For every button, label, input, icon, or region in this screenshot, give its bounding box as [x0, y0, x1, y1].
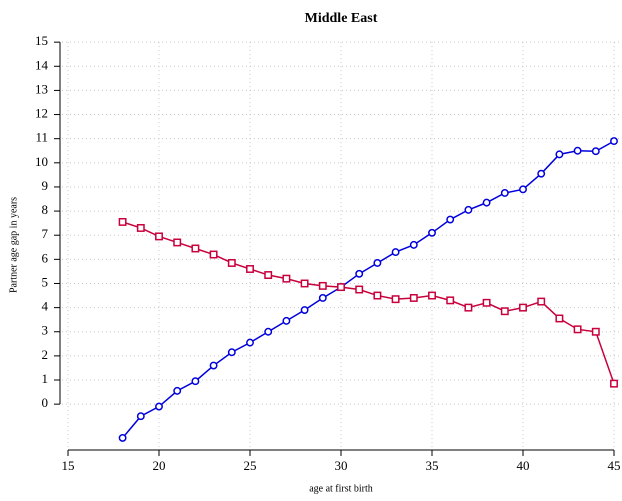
marker	[446, 296, 455, 305]
marker	[355, 285, 364, 294]
x-tick-label: 30	[335, 458, 348, 473]
y-tick-label: 6	[42, 250, 49, 265]
marker	[482, 198, 491, 207]
marker	[537, 169, 546, 178]
marker	[573, 146, 582, 155]
chart-title: Middle East	[305, 11, 378, 26]
y-tick-label: 15	[35, 33, 48, 48]
marker	[428, 228, 436, 237]
y-tick-label: 4	[42, 299, 49, 314]
marker	[227, 259, 236, 267]
y-tick-label: 13	[35, 81, 48, 96]
x-tick-label: 45	[608, 458, 621, 473]
marker	[136, 224, 145, 232]
x-axis-label: age at first birth	[309, 483, 373, 494]
y-axis-label: Partner age gap in years	[8, 197, 19, 293]
marker	[446, 215, 455, 224]
marker	[300, 306, 309, 314]
marker	[246, 338, 254, 347]
marker	[537, 297, 546, 306]
y-tick-label: 11	[35, 130, 48, 145]
x-tick-label: 15	[62, 458, 75, 473]
y-tick-label: 7	[42, 226, 49, 241]
marker	[337, 283, 345, 292]
x-tick-label: 25	[244, 458, 257, 473]
marker	[118, 433, 127, 442]
marker	[519, 185, 527, 194]
marker	[318, 281, 327, 290]
marker	[591, 327, 600, 336]
y-tick-label: 2	[42, 347, 49, 362]
x-tick-label: 40	[517, 458, 530, 473]
marker	[555, 314, 564, 323]
marker	[391, 248, 400, 257]
marker	[155, 402, 163, 411]
marker	[173, 238, 182, 247]
x-tick-label: 35	[426, 458, 439, 473]
y-tick-label: 0	[42, 395, 49, 410]
marker	[464, 205, 473, 214]
marker	[155, 232, 163, 241]
marker	[136, 412, 145, 421]
marker	[373, 259, 382, 267]
y-tick-label: 10	[35, 154, 48, 169]
marker	[209, 250, 218, 259]
marker	[500, 189, 509, 197]
marker	[464, 303, 473, 312]
y-tick-label: 12	[35, 106, 48, 121]
y-tick-label: 9	[42, 178, 49, 193]
series-line	[122, 221, 615, 384]
marker	[246, 265, 254, 273]
marker	[373, 291, 382, 300]
marker	[118, 217, 127, 226]
marker	[591, 147, 600, 156]
marker	[264, 271, 273, 279]
marker	[282, 316, 291, 325]
marker	[482, 298, 491, 307]
marker	[355, 269, 364, 278]
marker	[409, 294, 418, 302]
marker	[519, 303, 527, 312]
marker	[191, 377, 200, 386]
x-tick-label: 20	[153, 458, 166, 473]
y-tick-label: 8	[42, 202, 49, 217]
marker	[264, 327, 273, 336]
marker	[428, 291, 436, 300]
marker	[500, 307, 509, 316]
marker	[409, 240, 418, 249]
marker	[318, 294, 327, 302]
y-tick-label: 1	[42, 371, 49, 386]
marker	[391, 295, 400, 304]
series-line	[122, 140, 615, 439]
y-tick-label: 3	[42, 323, 49, 338]
marker	[610, 137, 618, 146]
marker	[282, 274, 291, 283]
marker	[573, 325, 582, 334]
y-tick-label: 5	[42, 274, 49, 289]
marker	[209, 361, 218, 370]
marker	[555, 150, 564, 159]
y-tick-label: 14	[35, 57, 49, 72]
marker	[191, 244, 200, 253]
marker	[300, 279, 309, 288]
marker	[610, 379, 618, 388]
marker	[173, 386, 182, 395]
marker	[227, 348, 236, 357]
